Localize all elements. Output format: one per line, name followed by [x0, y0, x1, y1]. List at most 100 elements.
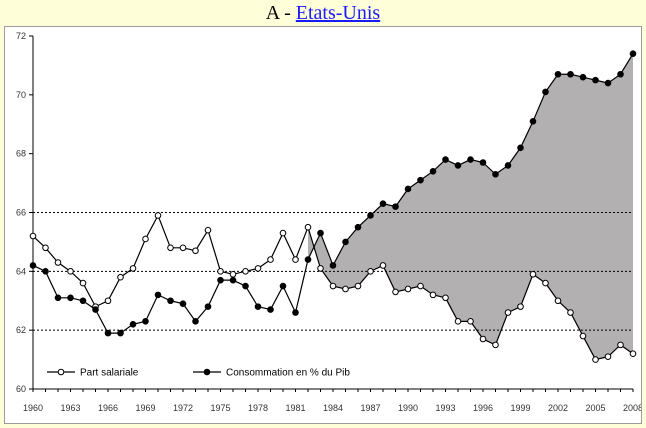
legend-marker-1	[203, 368, 211, 376]
shaded-area	[308, 53, 633, 360]
part-salariale-point	[617, 341, 624, 349]
consommation-point	[379, 200, 387, 207]
consommation-point	[354, 223, 362, 231]
consommation-point	[592, 76, 599, 84]
x-tick-label: 2002	[548, 403, 568, 413]
part-salariale-point	[454, 318, 462, 325]
legend-label: Consommation en % du Pib	[226, 368, 350, 379]
y-tick-label: 72	[16, 31, 26, 41]
x-tick-label: 1963	[60, 403, 80, 413]
part-salariale-point	[392, 288, 399, 296]
part-salariale-point	[129, 265, 137, 272]
consommation-point	[104, 329, 112, 337]
part-salariale-point	[67, 268, 74, 275]
part-salariale-point	[592, 356, 599, 363]
y-tick-label: 64	[16, 266, 26, 276]
part-salariale-point	[492, 341, 499, 349]
consommation-point	[167, 297, 174, 305]
x-tick-label: 2005	[585, 403, 605, 413]
part-salariale-point	[304, 223, 312, 231]
part-salariale-point	[79, 279, 87, 287]
part-salariale-point	[417, 282, 424, 290]
y-tick-label: 60	[16, 384, 26, 394]
y-tick-label: 70	[16, 90, 26, 100]
consommation-point	[529, 118, 537, 125]
x-tick-label: 1990	[398, 403, 418, 413]
part-salariale-point	[104, 297, 112, 305]
x-tick-label: 1996	[473, 403, 493, 413]
consommation-point	[579, 73, 587, 81]
x-tick-label: 1966	[98, 403, 118, 413]
part-salariale-point	[542, 279, 549, 287]
part-salariale-point	[629, 350, 637, 358]
x-tick-label: 1993	[435, 403, 455, 413]
part-salariale-point	[479, 335, 487, 343]
consommation-point	[204, 303, 212, 310]
consommation-point	[479, 159, 487, 166]
consommation-point	[567, 70, 574, 78]
consommation-point	[292, 309, 299, 316]
consommation-point	[392, 203, 399, 210]
part-salariale-point	[42, 244, 49, 252]
part-salariale-point	[229, 270, 237, 278]
country-link[interactable]: Etats-Unis	[295, 2, 381, 24]
part-salariale-point	[217, 268, 224, 275]
part-salariale-point	[367, 268, 374, 275]
part-salariale-point	[279, 229, 287, 237]
part-salariale-point	[379, 262, 387, 269]
part-salariale-point	[554, 297, 562, 305]
part-salariale-point	[517, 303, 524, 310]
part-salariale-point	[467, 318, 474, 325]
part-salariale-point	[404, 285, 412, 293]
consommation-point	[67, 294, 74, 302]
consommation-point	[504, 162, 512, 169]
consommation-point	[454, 162, 462, 169]
consommation-point	[279, 282, 287, 290]
consommation-point	[542, 88, 549, 96]
consommation-point	[192, 318, 199, 325]
consommation-point	[467, 156, 474, 163]
x-tick-label: 1975	[210, 403, 230, 413]
y-tick-label: 68	[16, 149, 26, 159]
consommation-point	[42, 268, 49, 275]
y-tick-label: 62	[16, 325, 26, 335]
x-tick-label: 1987	[360, 403, 380, 413]
legend-marker-0	[57, 368, 65, 376]
consommation-point	[179, 300, 187, 307]
consommation-point	[242, 282, 249, 290]
y-tick-label: 66	[16, 208, 26, 218]
part-salariale-point	[167, 244, 174, 252]
shaded-area-layer	[308, 53, 633, 360]
x-tick-label: 2008	[623, 403, 641, 413]
page-title: A - Etats-Unis	[0, 0, 646, 26]
consommation-point	[404, 185, 412, 193]
consommation-point	[629, 50, 637, 57]
consommation-point	[217, 276, 224, 284]
part-salariale-point	[154, 212, 162, 219]
consommation-point	[417, 176, 424, 184]
consommation-point	[604, 79, 612, 87]
part-salariale-point	[117, 273, 124, 281]
part-salariale-point	[204, 226, 212, 234]
series-layer	[29, 50, 637, 363]
consommation-point	[554, 70, 562, 78]
consommation-point	[267, 306, 274, 313]
part-salariale-point	[342, 285, 349, 293]
part-salariale-point	[267, 256, 274, 263]
consommation-point	[254, 303, 262, 310]
part-salariale-point	[242, 268, 249, 275]
consommation-point	[142, 318, 149, 325]
part-salariale-point	[142, 235, 149, 243]
consommation-point	[54, 294, 62, 302]
part-salariale-point	[429, 291, 437, 299]
part-salariale-point	[529, 270, 537, 278]
consommation-point	[129, 320, 137, 328]
part-salariale-point	[354, 282, 362, 290]
part-salariale-point	[54, 259, 62, 266]
consommation-point	[429, 168, 437, 175]
consommation-point	[342, 238, 349, 246]
consommation-point	[79, 297, 87, 305]
part-salariale-point	[442, 294, 449, 302]
x-tick-label: 1999	[510, 403, 530, 413]
x-tick-label: 1978	[248, 403, 268, 413]
